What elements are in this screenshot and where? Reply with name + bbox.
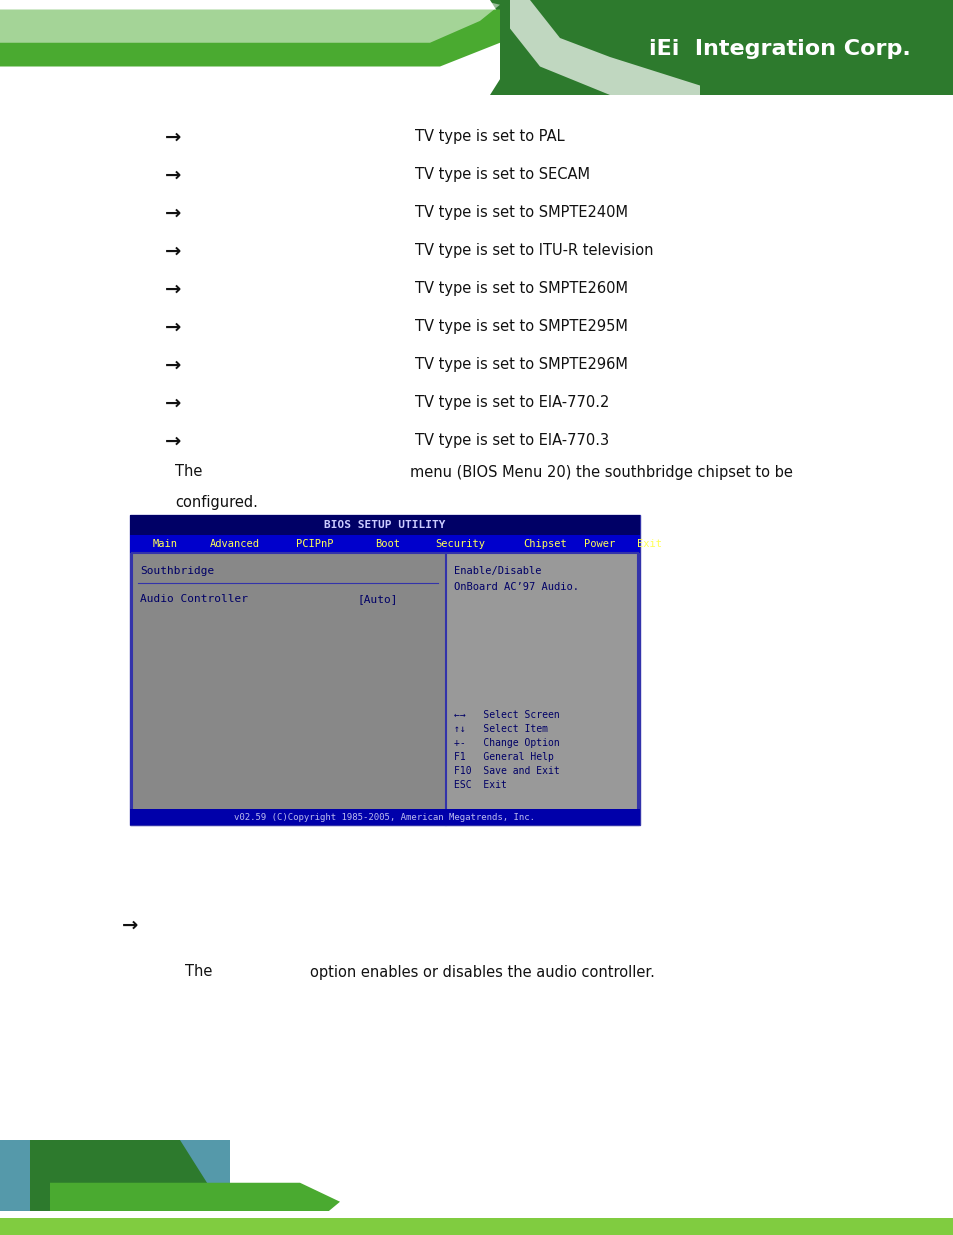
Text: →: → (122, 915, 138, 935)
Text: option enables or disables the audio controller.: option enables or disables the audio con… (310, 965, 654, 979)
Text: TV type is set to SECAM: TV type is set to SECAM (415, 168, 589, 183)
Text: OnBoard AC’97 Audio.: OnBoard AC’97 Audio. (454, 582, 578, 592)
Text: configured.: configured. (174, 494, 257, 510)
Text: TV type is set to SMPTE295M: TV type is set to SMPTE295M (415, 320, 627, 335)
Text: F10  Save and Exit: F10 Save and Exit (454, 766, 559, 776)
Text: Southbridge: Southbridge (140, 566, 214, 576)
Bar (0, 1218, 953, 1235)
Text: Power: Power (584, 538, 615, 550)
Polygon shape (50, 1183, 339, 1235)
Bar (0, 0, 953, 95)
Text: BIOS SETUP UTILITY: BIOS SETUP UTILITY (324, 520, 445, 530)
Text: TV type is set to EIA-770.2: TV type is set to EIA-770.2 (415, 395, 609, 410)
Text: Chipset: Chipset (522, 538, 566, 550)
Polygon shape (0, 10, 519, 67)
Text: →: → (165, 165, 181, 184)
Text: iEi  Integration Corp.: iEi Integration Corp. (648, 40, 910, 59)
Bar (130, 809, 639, 825)
Bar (130, 515, 639, 535)
Bar (132, 553, 638, 825)
Bar (0, 1140, 230, 1235)
Text: [Auto]: [Auto] (357, 594, 397, 604)
Text: Enable/Disable: Enable/Disable (454, 566, 541, 576)
Text: ESC  Exit: ESC Exit (454, 781, 507, 790)
Text: TV type is set to PAL: TV type is set to PAL (415, 130, 564, 144)
Text: menu (BIOS Menu 20) the southbridge chipset to be: menu (BIOS Menu 20) the southbridge chip… (410, 464, 792, 479)
Text: →: → (165, 242, 181, 261)
Polygon shape (0, 0, 519, 95)
Bar (130, 515, 639, 825)
Polygon shape (510, 0, 700, 95)
Bar (132, 553, 638, 825)
Text: ←→   Select Screen: ←→ Select Screen (454, 710, 559, 720)
Text: ↑↓   Select Item: ↑↓ Select Item (454, 724, 548, 734)
Bar (0, 1140, 953, 1235)
Text: The: The (174, 464, 202, 479)
Text: →: → (165, 279, 181, 299)
Bar (130, 535, 639, 553)
Text: TV type is set to SMPTE240M: TV type is set to SMPTE240M (415, 205, 627, 221)
Polygon shape (0, 0, 499, 43)
Text: →: → (165, 356, 181, 374)
Bar (200, 1140, 953, 1235)
Text: F1   General Help: F1 General Help (454, 752, 554, 762)
Text: Advanced: Advanced (210, 538, 260, 550)
Text: →: → (165, 394, 181, 412)
Text: v02.59 (C)Copyright 1985-2005, American Megatrends, Inc.: v02.59 (C)Copyright 1985-2005, American … (234, 813, 535, 821)
Text: Main: Main (152, 538, 177, 550)
Text: Boot: Boot (375, 538, 400, 550)
Bar (0, 1212, 953, 1218)
Polygon shape (30, 1140, 210, 1235)
Text: →: → (165, 204, 181, 222)
Bar (446, 553, 638, 825)
Text: TV type is set to EIA-770.3: TV type is set to EIA-770.3 (415, 433, 608, 448)
Text: TV type is set to ITU-R television: TV type is set to ITU-R television (415, 243, 653, 258)
Text: Exit: Exit (637, 538, 661, 550)
Text: TV type is set to SMPTE296M: TV type is set to SMPTE296M (415, 357, 627, 373)
Text: Audio Controller: Audio Controller (140, 594, 248, 604)
Text: TV type is set to SMPTE260M: TV type is set to SMPTE260M (415, 282, 627, 296)
Bar (499, 0, 953, 95)
Text: The: The (185, 965, 213, 979)
Text: Security: Security (435, 538, 484, 550)
Text: →: → (165, 431, 181, 451)
Text: +-   Change Option: +- Change Option (454, 739, 559, 748)
Text: →: → (165, 317, 181, 336)
Text: →: → (165, 127, 181, 147)
Text: PCIPnP: PCIPnP (296, 538, 334, 550)
